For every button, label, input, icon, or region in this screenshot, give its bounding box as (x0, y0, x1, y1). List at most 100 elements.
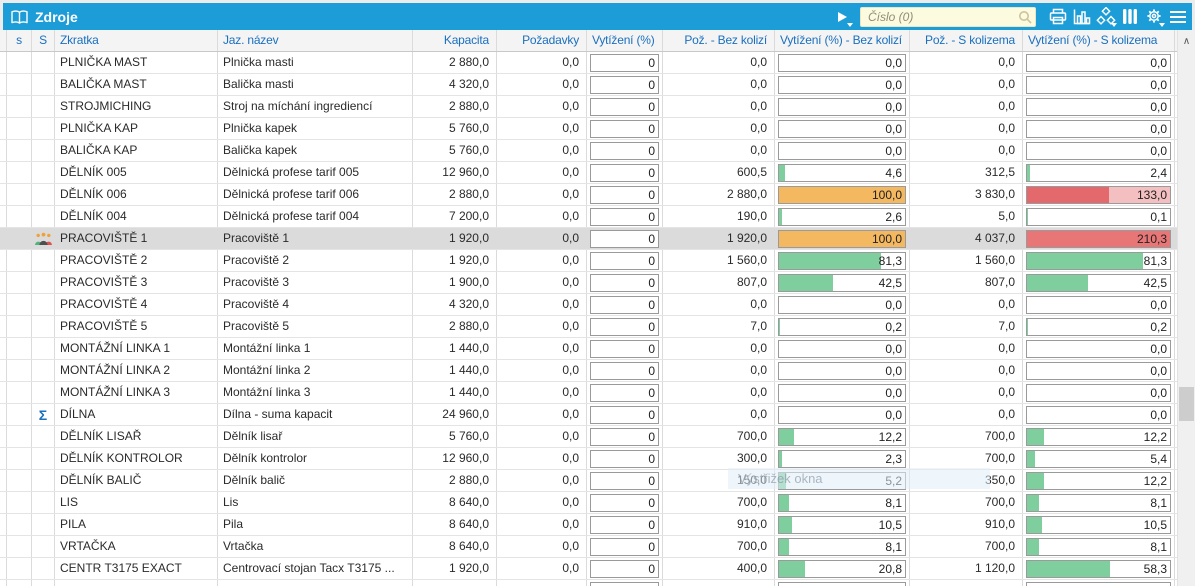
cell-poz_s: 5,0 (910, 206, 1023, 227)
table-row[interactable]: BALIČKA KAP Balička kapek 5 760,0 0,0 0 0,0 0,… (0, 140, 1177, 162)
cell-nazev: Dělník balič (218, 470, 413, 491)
cell-nazev: Montážní linka 3 (218, 382, 413, 403)
table-row[interactable]: CENTR T3175 EXACT Centrovací stojan Tacx … (0, 558, 1177, 580)
table-row[interactable]: DĚLNÍK 006 Dělnická profese tarif 006 2 88… (0, 184, 1177, 206)
utilization-bar: 8,1 (778, 493, 906, 512)
cell-s (7, 338, 32, 359)
col-header-s[interactable]: s (7, 30, 32, 51)
cell-vytizeni (587, 580, 663, 586)
print-icon[interactable] (1046, 5, 1070, 29)
cell-nazev: Balička kapek (218, 140, 413, 161)
col-header-S[interactable]: S (32, 30, 55, 51)
table-row[interactable] (0, 580, 1177, 586)
utilization-bar: 0 (590, 141, 659, 160)
bar-value: 0,0 (885, 143, 902, 158)
cell-S (32, 74, 55, 95)
col-header-pozadavky[interactable]: Požadavky (497, 30, 587, 51)
menu-icon[interactable] (1166, 5, 1190, 29)
bar-value: 0 (648, 55, 655, 70)
cell-s (7, 470, 32, 491)
col-header-ind[interactable] (0, 30, 7, 51)
utilization-bar: 0 (590, 405, 659, 424)
utilization-bar (590, 581, 659, 586)
bar-value: 0,0 (885, 407, 902, 422)
cell-nazev: Dělnická profese tarif 005 (218, 162, 413, 183)
table-row[interactable]: DĚLNÍK 004 Dělnická profese tarif 004 7 20… (0, 206, 1177, 228)
scrollbar-thumb[interactable] (1179, 387, 1194, 421)
utilization-bar: 8,1 (778, 537, 906, 556)
utilization-bar: 0,0 (1026, 75, 1171, 94)
settings-icon[interactable] (1142, 5, 1166, 29)
cell-vyt_s: 0,0 (1023, 382, 1175, 403)
col-header-vytizeni[interactable]: Vytížení (%) (587, 30, 663, 51)
cell-poz_bez: 0,0 (663, 74, 775, 95)
cell-vyt_s: 0,0 (1023, 294, 1175, 315)
table-row[interactable]: VRTAČKA Vrtačka 8 640,0 0,0 0 700,0 8,1 700,0 8,… (0, 536, 1177, 558)
table-row[interactable]: LIS Lis 8 640,0 0,0 0 700,0 8,1 700,0 8,1 (0, 492, 1177, 514)
cell-s (7, 184, 32, 205)
table-row[interactable]: PILA Pila 8 640,0 0,0 0 910,0 10,5 910,0 10,5 (0, 514, 1177, 536)
bar-value: 0 (648, 187, 655, 202)
vertical-scrollbar[interactable]: ∧ (1177, 30, 1195, 586)
table-row[interactable]: BALIČKA MAST Balička masti 4 320,0 0,0 0 0,0 0… (0, 74, 1177, 96)
col-header-poz_bez[interactable]: Pož. - Bez kolizí (663, 30, 775, 51)
table-row[interactable]: PLNIČKA KAP Plnička kapek 5 760,0 0,0 0 0,0 0,… (0, 118, 1177, 140)
col-header-nazev[interactable]: Jaz. název (218, 30, 413, 51)
cell-s (7, 162, 32, 183)
cell-poz_s: 312,5 (910, 162, 1023, 183)
scroll-up-icon[interactable]: ∧ (1182, 35, 1191, 47)
cell-poz_s: 910,0 (910, 514, 1023, 535)
cell-zkratka: PRACOVIŠTĚ 4 (55, 294, 218, 315)
sum-icon: Σ (38, 406, 48, 423)
table-row[interactable]: Σ DÍLNA Dílna - suma kapacit 24 960,0 0,0 0 0,… (0, 404, 1177, 426)
table-row[interactable]: DĚLNÍK BALIČ Dělník balič 2 880,0 0,0 0 150,0… (0, 470, 1177, 492)
modules-icon[interactable] (1094, 5, 1118, 29)
cell-vytizeni: 0 (587, 338, 663, 359)
cell-zkratka: DĚLNÍK LISAŘ (55, 426, 218, 447)
cell-zkratka: MONTÁŽNÍ LINKA 2 (55, 360, 218, 381)
utilization-bar: 0 (590, 185, 659, 204)
bar-value: 5,4 (1150, 451, 1167, 466)
cell-s (7, 580, 32, 586)
bar-value: 0 (648, 473, 655, 488)
cell-nazev: Pracoviště 5 (218, 316, 413, 337)
cell-poz_s (910, 580, 1023, 586)
cell-poz_s: 1 560,0 (910, 250, 1023, 271)
table-row[interactable]: DĚLNÍK 005 Dělnická profese tarif 005 12 9… (0, 162, 1177, 184)
chart-icon[interactable] (1070, 5, 1094, 29)
cell-S (32, 536, 55, 557)
utilization-bar: 0 (590, 537, 659, 556)
cell-kapacita: 1 440,0 (413, 382, 497, 403)
col-header-zkratka[interactable]: Zkratka (55, 30, 218, 51)
table-row[interactable]: PLNIČKA MAST Plnička masti 2 880,0 0,0 0 0,0 0… (0, 52, 1177, 74)
play-icon[interactable] (830, 5, 854, 29)
col-header-vyt_s[interactable]: Vytížení (%) - S kolizema (1023, 30, 1175, 51)
cell-poz_bez: 400,0 (663, 558, 775, 579)
bar-value: 12,2 (1143, 473, 1167, 488)
cell-nazev (218, 580, 413, 586)
utilization-bar: 0 (590, 273, 659, 292)
cell-vyt_bez: 2,3 (775, 448, 910, 469)
bar-value: 0,0 (1150, 363, 1167, 378)
search-icon[interactable] (1018, 10, 1032, 29)
col-header-vyt_bez[interactable]: Vytížení (%) - Bez kolizí (775, 30, 910, 51)
table-row[interactable]: STROJMICHING Stroj na míchání ingrediencí… (0, 96, 1177, 118)
search-input[interactable] (860, 6, 1036, 27)
col-header-poz_s[interactable]: Pož. - S kolizema (910, 30, 1023, 51)
cell-kapacita: 4 320,0 (413, 294, 497, 315)
cell-s (7, 140, 32, 161)
table-row[interactable]: DĚLNÍK KONTROLOR Dělník kontrolor 12 960,0… (0, 448, 1177, 470)
cell-vyt_s (1023, 580, 1175, 586)
columns-icon[interactable] (1118, 5, 1142, 29)
table-row[interactable]: DĚLNÍK LISAŘ Dělník lisař 5 760,0 0,0 0 700,0… (0, 426, 1177, 448)
col-header-kapacita[interactable]: Kapacita (413, 30, 497, 51)
utilization-bar: 0 (590, 163, 659, 182)
